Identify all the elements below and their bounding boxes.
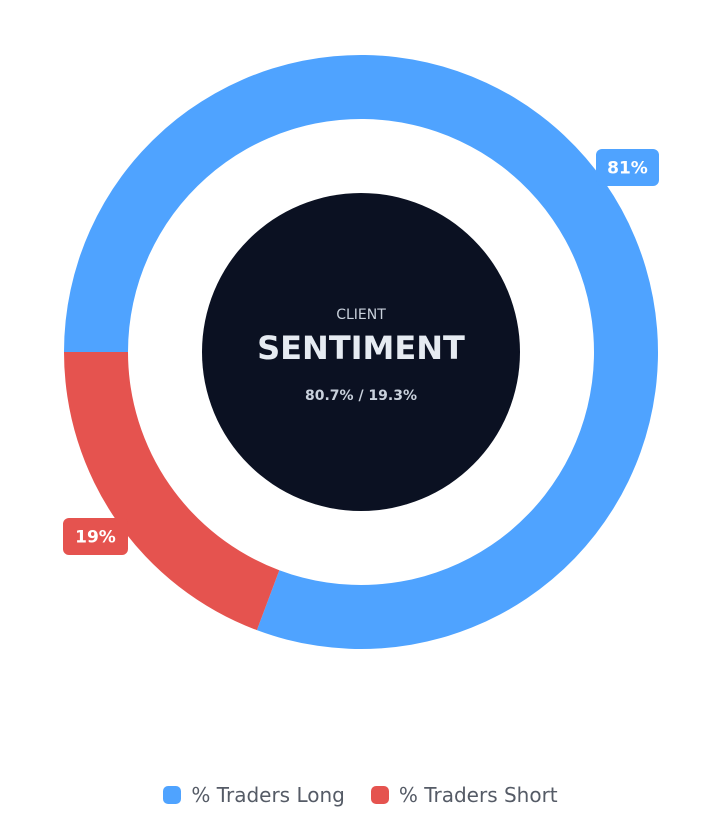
center-subtitle: 80.7% / 19.3% xyxy=(305,388,417,404)
legend-item-short[interactable]: % Traders Short xyxy=(370,783,558,807)
center-circle xyxy=(202,193,520,511)
sentiment-donut-chart: CLIENT SENTIMENT 80.7% / 19.3% 81% 19% xyxy=(63,55,659,650)
legend-label-long: % Traders Long xyxy=(191,783,345,807)
data-label-short: 19% xyxy=(63,518,128,555)
slice-short[interactable] xyxy=(64,352,280,631)
legend-item-long[interactable]: % Traders Long xyxy=(163,783,345,807)
data-label-text: 19% xyxy=(75,528,116,548)
legend: % Traders Long % Traders Short xyxy=(0,780,721,810)
data-labels: 81% 19% xyxy=(63,149,659,555)
legend-swatch-short xyxy=(370,786,389,804)
data-label-long: 81% xyxy=(596,149,659,186)
data-label-bg xyxy=(63,518,128,555)
legend-label-short: % Traders Short xyxy=(398,783,558,807)
data-label-text: 81% xyxy=(607,159,648,179)
center-heading: SENTIMENT xyxy=(257,329,465,367)
center-title: CLIENT xyxy=(336,307,386,323)
donut-slices xyxy=(64,55,658,650)
data-label-bg xyxy=(596,149,659,186)
legend-swatch-long xyxy=(163,786,182,804)
